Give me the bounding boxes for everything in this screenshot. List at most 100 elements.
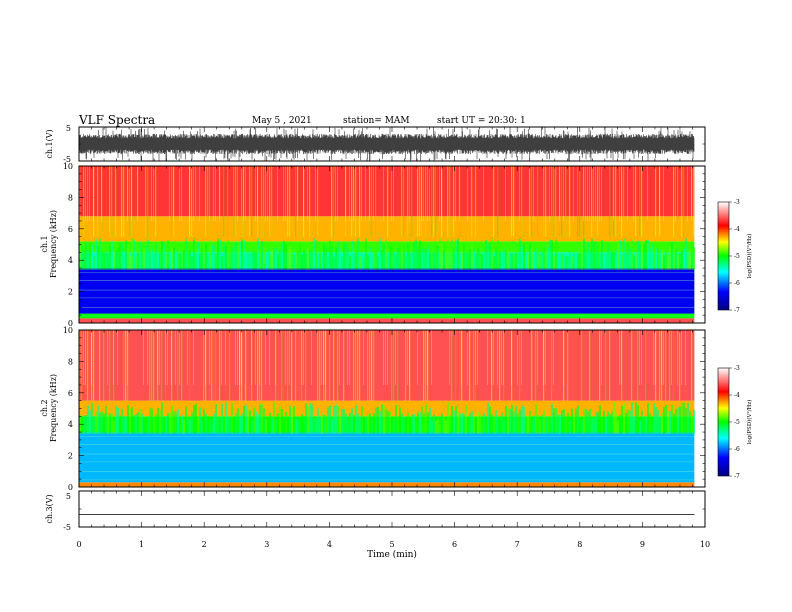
spectrogram-streak (179, 418, 181, 434)
spectrogram-streak (513, 254, 515, 270)
spectrogram-streak (401, 249, 403, 270)
spectrogram-streak (187, 330, 188, 385)
spectrogram-streak (523, 406, 525, 434)
spectrogram-streak (619, 414, 621, 434)
spectrogram-streak (325, 415, 327, 434)
frequency-tick-label: 10 (63, 326, 73, 335)
spectrogram-streak (483, 412, 485, 434)
spectrogram-streak (359, 166, 361, 237)
spectrogram-streak (435, 166, 437, 237)
spectrogram-streak (353, 166, 355, 237)
spectrogram-streak (421, 166, 423, 237)
spectrogram-streak (387, 255, 389, 270)
spectrogram-streak (111, 166, 113, 237)
ch1-voltage-ylabel: ch.1(V) (45, 129, 54, 158)
spectrogram-streak (667, 254, 669, 270)
spectrogram-streak (175, 330, 176, 385)
spectrogram-streak (599, 253, 601, 270)
spectrogram-streak (209, 240, 211, 270)
spectrogram-streak (171, 405, 173, 434)
spectrogram-streak (181, 250, 183, 270)
spectrogram-streak (283, 330, 285, 401)
spectrogram-streak (635, 402, 637, 434)
spectrogram-streak (191, 256, 193, 270)
spectrogram-streak (193, 239, 195, 270)
spectrogram-streak (171, 330, 172, 385)
spectrogram-streak (567, 330, 569, 401)
spectrogram-streak (583, 166, 585, 237)
spectrogram-streak (559, 252, 561, 270)
spectrogram-streak (301, 254, 303, 270)
spectrogram-streak (315, 166, 316, 221)
spectrogram-streak (165, 330, 167, 401)
spectrogram-streak (539, 254, 541, 270)
spectrogram-streak (383, 330, 384, 385)
spectrogram-streak (507, 408, 509, 434)
spectrogram-streak (315, 418, 317, 434)
spectrogram-streak (299, 417, 301, 434)
spectrogram-streak (309, 403, 311, 434)
spectrogram-streak (265, 256, 267, 270)
spectrogram-streak (81, 416, 83, 434)
spectrogram-streak (95, 239, 97, 270)
time-tick-label: 4 (327, 540, 332, 549)
spectrogram-streak (495, 410, 497, 434)
spectrogram-streak (603, 410, 605, 434)
spectrogram-streak (241, 413, 243, 434)
spectrogram-streak (483, 166, 484, 221)
spectrogram-streak (319, 252, 321, 270)
spectrogram-streak (407, 330, 408, 385)
spectrogram-streak (459, 166, 461, 237)
spectrogram-streak (109, 330, 111, 401)
spectrogram-streak (583, 238, 585, 270)
spectrogram-streak (693, 166, 695, 237)
spectrogram-streak (543, 410, 545, 434)
spectrogram-streak (279, 405, 281, 434)
spectrogram-streak (669, 245, 671, 270)
spectrogram-streak (149, 330, 151, 401)
spectrogram-streak (155, 414, 157, 434)
spectrogram-streak (241, 166, 243, 237)
spectrogram-streak (415, 239, 417, 270)
spectrogram-streak (379, 239, 381, 270)
spectrogram-streak (247, 409, 249, 434)
spectrogram-streak (511, 330, 513, 401)
spectrogram-streak (103, 330, 105, 401)
spectrogram-streak (571, 256, 573, 270)
spectrogram-streak (265, 418, 267, 434)
spectrogram-streak (475, 330, 476, 385)
spectrogram-streak (145, 166, 147, 237)
spectrogram-streak (443, 249, 445, 270)
spectrogram-streak (291, 408, 293, 434)
spectrogram-streak (253, 407, 255, 434)
spectrogram-streak (349, 330, 350, 385)
spectrogram-streak (437, 418, 439, 434)
spectrogram-streak (141, 413, 143, 434)
spectrogram-streak (355, 405, 357, 434)
spectrogram-streak (213, 330, 215, 401)
spectrogram-streak (139, 242, 141, 270)
spectrogram-streak (251, 420, 253, 434)
spectrogram-streak (211, 418, 213, 434)
spectrogram-streak (663, 407, 665, 434)
spectrogram-streak (537, 415, 539, 434)
spectrogram-streak (209, 330, 211, 401)
spectrogram-streak (655, 330, 657, 401)
ch1-channel-label: ch.1 (40, 235, 49, 252)
spectrogram-streak (451, 405, 453, 434)
spectrogram-streak (93, 330, 95, 401)
ch2-colorbar: -3 -4 -5 -6 -7 log(PSD)(V²/Hz) (717, 365, 753, 480)
spectrogram-streak (681, 330, 682, 385)
spectrogram-streak (503, 249, 505, 270)
spectrogram-streak (469, 249, 471, 270)
spectrogram-streak (367, 414, 369, 434)
spectrogram-streak (277, 166, 278, 221)
spectrogram-streak (551, 403, 553, 434)
spectrogram-streak (179, 253, 181, 270)
spectrogram-streak (609, 166, 611, 237)
spectrogram-streak (587, 411, 589, 434)
spectrogram-streak (401, 413, 403, 434)
spectrogram-streak (189, 166, 190, 221)
spectrogram-streak (167, 330, 168, 385)
spectrogram-streak (407, 166, 409, 237)
